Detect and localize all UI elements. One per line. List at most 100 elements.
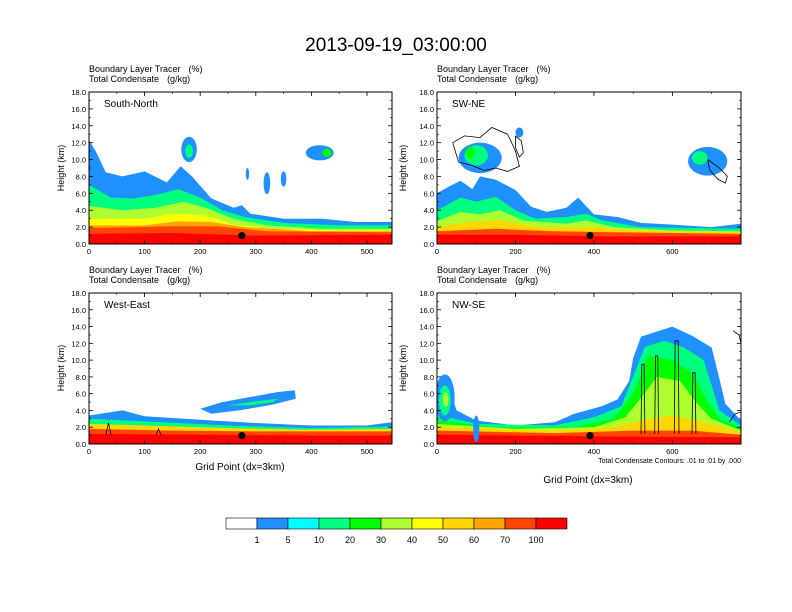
shading-band	[200, 390, 296, 414]
condensate-contour	[640, 363, 646, 434]
contour-note: Total Condensate Contours: .01 to .01 by…	[598, 458, 741, 465]
panel-header-line2: Total Condensate (g/kg)	[89, 275, 190, 285]
panel-south-north: Boundary Layer Tracer (%) Total Condensat…	[56, 64, 393, 256]
x-tick-label: 200	[194, 247, 207, 256]
y-axis-label: Height (km)	[398, 145, 408, 192]
panel-sw-ne: Boundary Layer Tracer (%) Total Condensat…	[398, 64, 742, 256]
x-tick-label: 0	[435, 447, 439, 456]
x-tick-label: 100	[138, 447, 151, 456]
shading-blob	[245, 168, 250, 180]
y-tick-label: 12.0	[71, 339, 86, 348]
shading-blob	[515, 127, 524, 138]
panel-label: West-East	[104, 300, 150, 311]
x-tick-label: 100	[138, 247, 151, 256]
y-tick-label: 10.0	[71, 356, 86, 365]
panel-header-line2: Total Condensate (g/kg)	[437, 275, 538, 285]
shading-layer	[437, 92, 741, 244]
y-tick-label: 18.0	[71, 289, 86, 298]
y-tick-label: 4.0	[424, 406, 434, 415]
panel-header-line2: Total Condensate (g/kg)	[89, 74, 190, 84]
shading-area	[437, 434, 741, 444]
condensate-contour	[728, 411, 741, 423]
y-tick-label: 8.0	[424, 172, 434, 181]
shading-blob	[322, 148, 332, 158]
colorbar-label: 100	[528, 535, 543, 545]
x-tick-label: 500	[361, 247, 374, 256]
panel-header-line1: Boundary Layer Tracer (%)	[89, 64, 203, 74]
colorbar-label: 50	[438, 535, 448, 545]
x-tick-label: 300	[250, 247, 263, 256]
location-marker	[586, 432, 594, 440]
plot-nw-se: NW-SE 0.0 2.0 4.0 6.0 8.0 10.0 12.0 14.0 16.0 18.0…	[419, 289, 742, 456]
y-tick-label: 14.0	[419, 122, 434, 131]
shading-blob	[263, 172, 271, 195]
panel-west-east: Boundary Layer Tracer (%) Total Condensat…	[56, 265, 393, 473]
location-marker	[586, 231, 594, 240]
y-tick-label: 12.0	[419, 339, 434, 348]
x-tick-label: 0	[87, 447, 91, 456]
colorbar-cell	[411, 517, 444, 530]
colorbar-cell	[318, 517, 351, 530]
panel-nw-se: Boundary Layer Tracer (%) Total Condensat…	[398, 265, 742, 486]
colorbar-cell	[349, 517, 382, 530]
y-tick-label: 4.0	[424, 206, 434, 215]
y-tick-label: 12.0	[419, 139, 434, 148]
y-tick-label: 10.0	[419, 156, 434, 165]
condensate-contour	[155, 427, 162, 436]
y-tick-label: 2.0	[76, 223, 86, 232]
shading-layer	[437, 293, 741, 444]
y-tick-label: 16.0	[71, 105, 86, 114]
plot-south-north: South-North 0.0 2.0 4.0 6.0 8.0 10.0 12.0 14.0 16…	[71, 88, 393, 256]
y-tick-label: 18.0	[419, 88, 434, 97]
plot-sw-ne: SW-NE 0.0 2.0 4.0 6.0 8.0 10.0 12.0 14.0 16.0 18.0…	[419, 88, 742, 256]
shading-blob	[185, 144, 193, 158]
x-tick-label: 400	[305, 247, 318, 256]
y-tick-label: 14.0	[71, 122, 86, 131]
panel-label: South-North	[104, 99, 158, 110]
y-tick-label: 4.0	[76, 206, 86, 215]
y-tick-label: 8.0	[424, 373, 434, 382]
colorbar-label: 30	[376, 535, 386, 545]
y-tick-label: 16.0	[419, 306, 434, 315]
y-tick-label: 8.0	[76, 172, 86, 181]
colorbar-label: 70	[500, 535, 510, 545]
colorbar-label: 40	[407, 535, 417, 545]
panel-label: NW-SE	[452, 300, 485, 311]
y-tick-label: 4.0	[76, 406, 86, 415]
x-tick-label: 200	[509, 247, 522, 256]
colorbar-label: 60	[469, 535, 479, 545]
y-axis-label: Height (km)	[56, 145, 66, 192]
colorbar-label: 10	[314, 535, 324, 545]
x-tick-label: 0	[87, 247, 91, 256]
colorbar-cell	[473, 517, 506, 530]
location-marker	[238, 231, 246, 240]
y-tick-label: 2.0	[424, 223, 434, 232]
y-tick-label: 10.0	[419, 356, 434, 365]
condensate-contour	[105, 422, 112, 436]
y-tick-label: 8.0	[76, 373, 86, 382]
colorbar-label: 5	[285, 535, 290, 545]
shading-layer	[89, 92, 392, 244]
condensate-contour	[515, 135, 524, 158]
colorbar-cell	[442, 517, 475, 530]
x-tick-label: 300	[250, 447, 263, 456]
y-tick-label: 14.0	[71, 323, 86, 332]
shading-blob	[465, 146, 476, 159]
colorbar-label: 1	[254, 535, 259, 545]
y-tick-label: 0.0	[424, 240, 434, 249]
x-tick-label: 400	[588, 447, 601, 456]
x-tick-label: 0	[435, 247, 439, 256]
x-tick-label: 400	[588, 247, 601, 256]
y-tick-label: 6.0	[424, 390, 434, 399]
condensate-contour	[691, 372, 697, 434]
panel-header-line2: Total Condensate (g/kg)	[437, 74, 538, 84]
colorbar-cell	[535, 517, 568, 530]
x-tick-label: 200	[194, 447, 207, 456]
shading-blob	[691, 151, 708, 165]
y-tick-label: 18.0	[419, 289, 434, 298]
x-tick-label: 600	[666, 447, 679, 456]
x-axis-label: Grid Point (dx=3km)	[543, 475, 632, 486]
colorbar-cell	[380, 517, 413, 530]
y-tick-label: 14.0	[419, 323, 434, 332]
